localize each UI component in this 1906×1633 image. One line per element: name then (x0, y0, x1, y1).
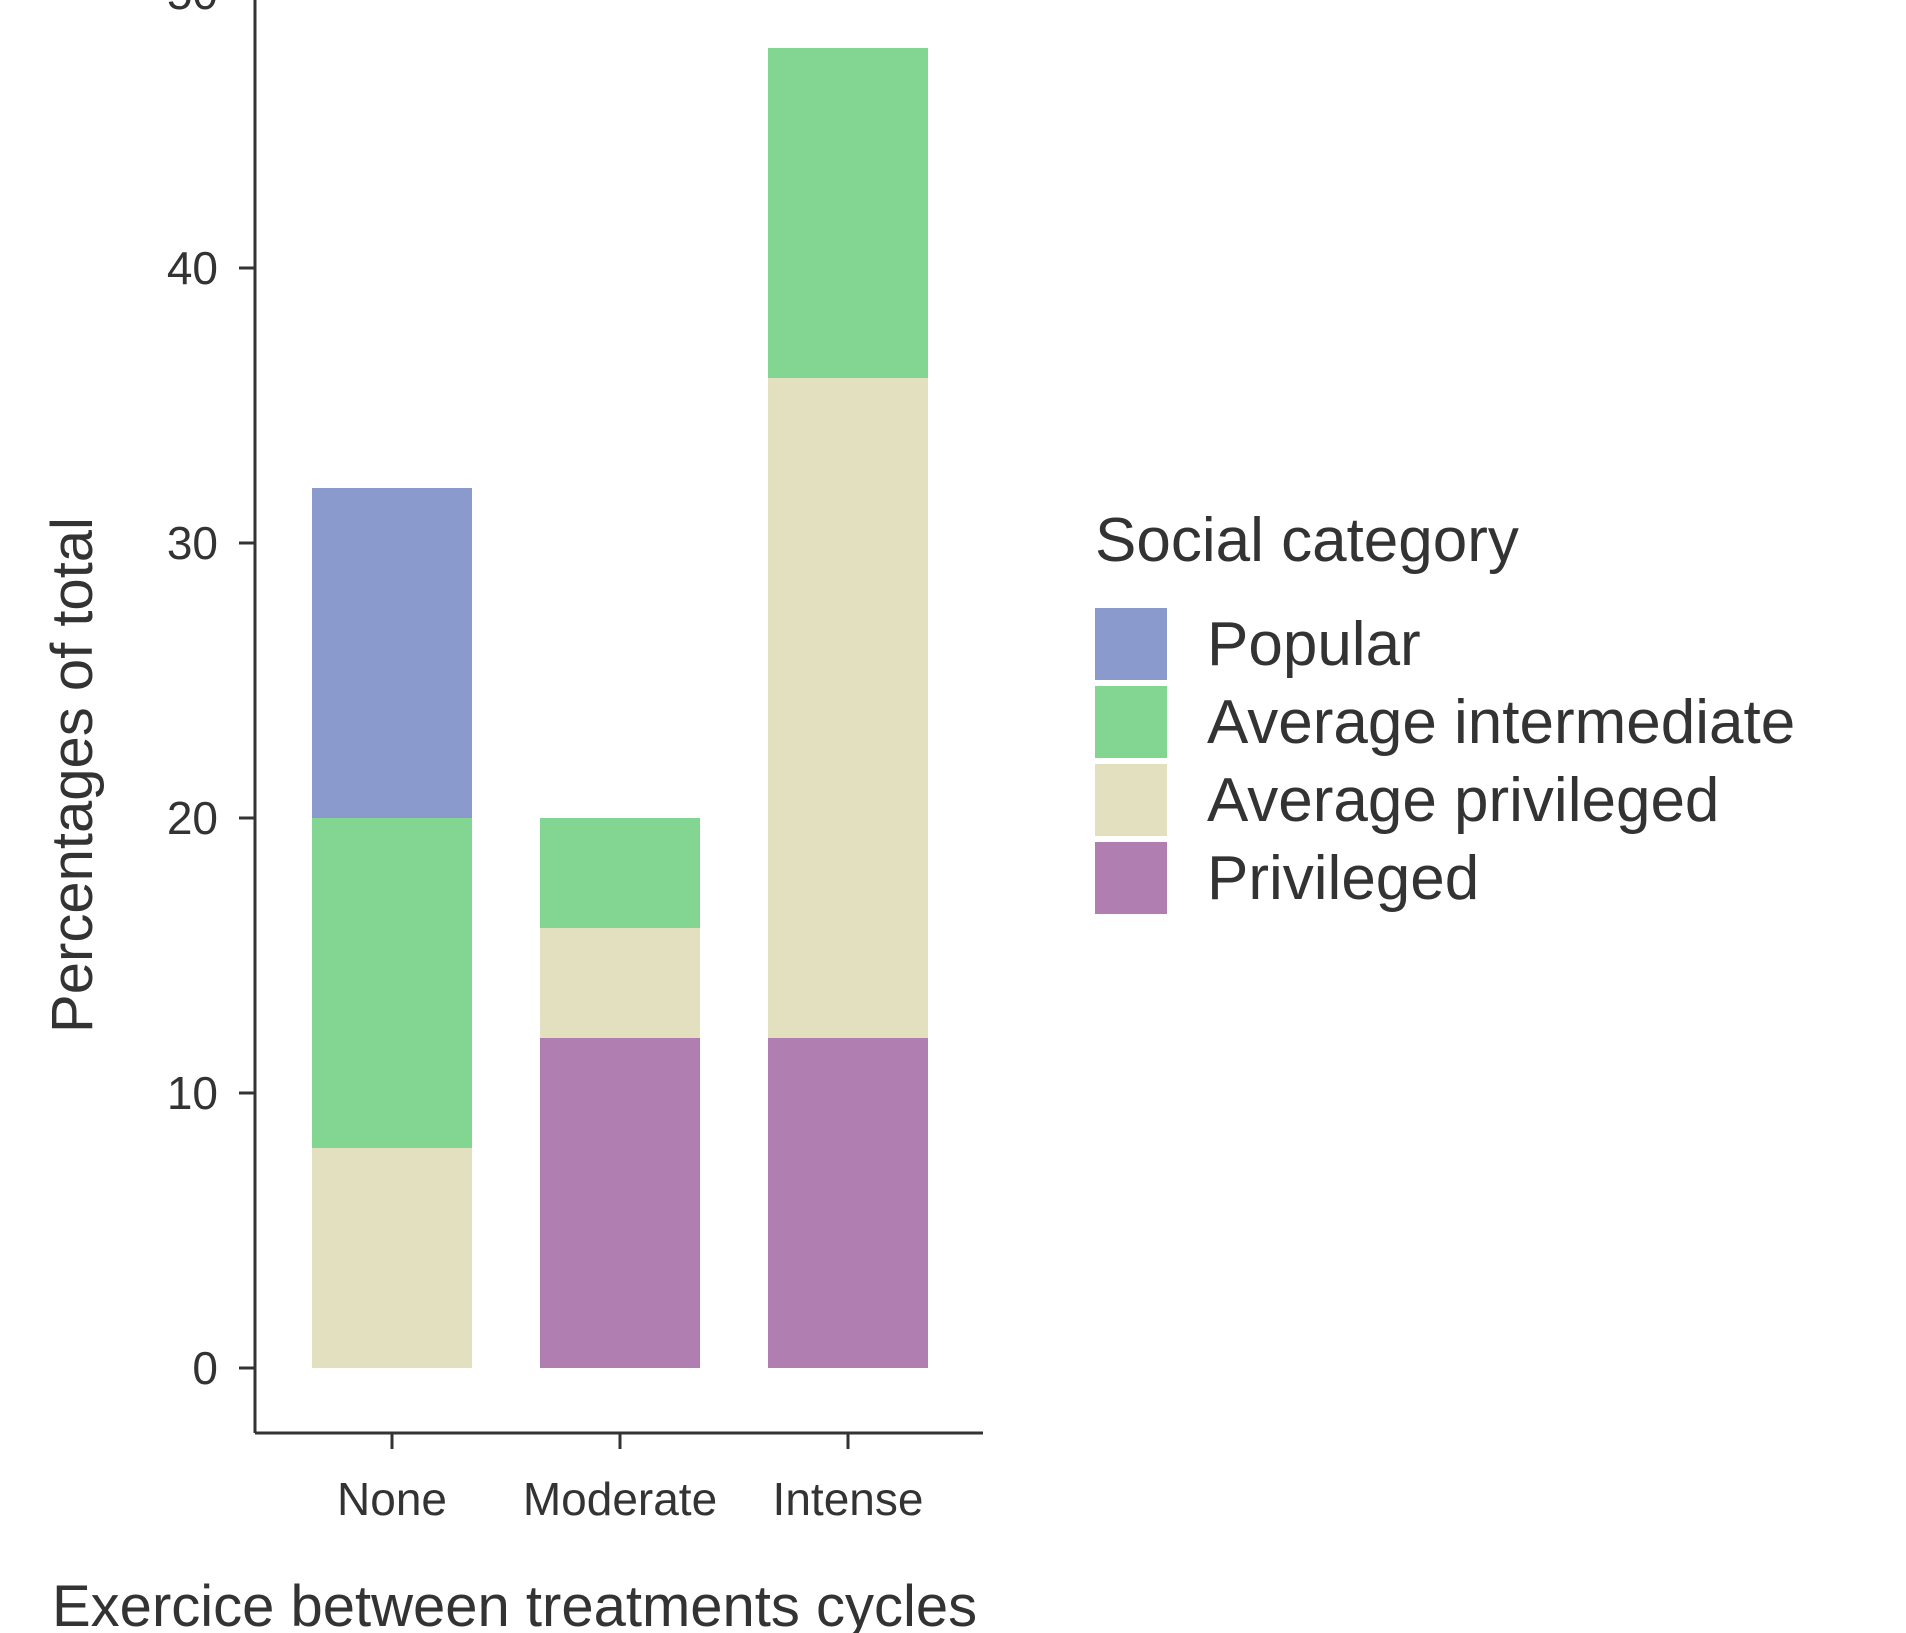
legend-key-privileged (1095, 842, 1167, 914)
legend-label-popular: Popular (1207, 610, 1421, 679)
y-tick-label-50: 50 (167, 0, 218, 19)
legend-key-popular (1095, 608, 1167, 680)
x-tick-label-moderate: Moderate (523, 1473, 717, 1525)
legend-items: Popular Average intermediate Average privi… (1095, 608, 1795, 914)
x-axis-ticks: None Moderate Intense (337, 1433, 923, 1525)
y-tick-label-40: 40 (167, 242, 218, 294)
y-tick-label-0: 0 (192, 1342, 218, 1394)
bar-intense-average-privileged (768, 378, 928, 1038)
legend-label-average-intermediate: Average intermediate (1207, 688, 1795, 757)
bar-moderate-privileged (540, 1038, 700, 1368)
y-tick-label-20: 20 (167, 792, 218, 844)
legend: Social category Popular Average intermedi… (1095, 506, 1795, 914)
bars-layer (312, 48, 928, 1368)
y-axis-ticks: 0 10 20 30 40 50 (167, 0, 255, 1394)
bar-moderate-average-privileged (540, 928, 700, 1038)
bar-intense-average-intermediate (768, 48, 928, 378)
y-tick-label-30: 30 (167, 517, 218, 569)
x-tick-label-none: None (337, 1473, 447, 1525)
legend-key-average-intermediate (1095, 686, 1167, 758)
y-tick-label-10: 10 (167, 1067, 218, 1119)
legend-label-average-privileged: Average privileged (1207, 766, 1719, 835)
bar-none-popular (312, 488, 472, 818)
bar-moderate-average-intermediate (540, 818, 700, 928)
x-tick-label-intense: Intense (773, 1473, 924, 1525)
x-axis-title: Exercice between treatments cycles (52, 1574, 977, 1633)
y-axis-title: Percentages of total (40, 517, 105, 1033)
bar-intense-privileged (768, 1038, 928, 1368)
legend-title: Social category (1095, 506, 1519, 575)
legend-key-average-privileged (1095, 764, 1167, 836)
bar-none-average-intermediate (312, 818, 472, 1148)
legend-label-privileged: Privileged (1207, 844, 1479, 913)
bar-none-average-privileged (312, 1148, 472, 1368)
